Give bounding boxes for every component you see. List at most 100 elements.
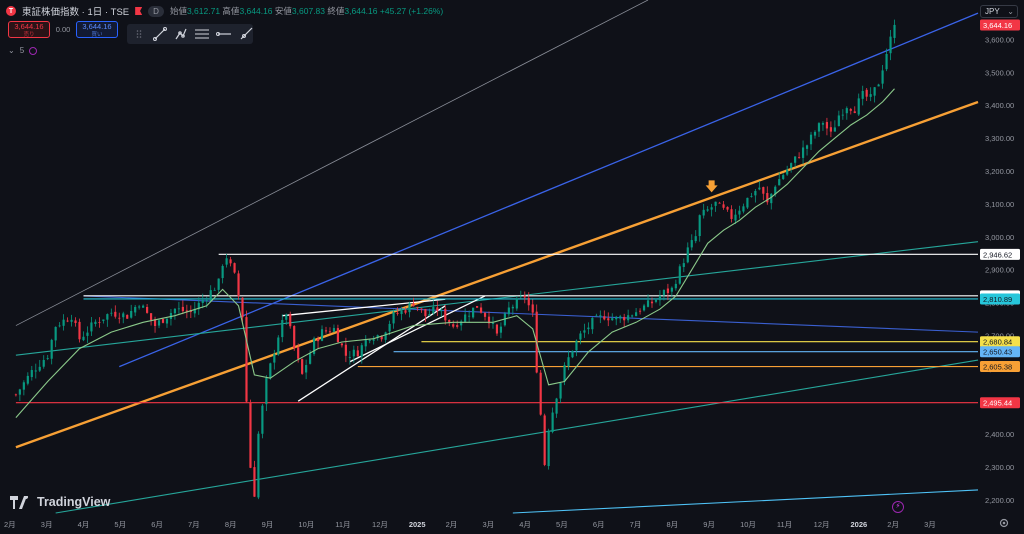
candle-body: [257, 433, 260, 498]
symbol-header: T 東証株価指数 · 1日 · TSE D 始値3,612.71 高値3,644…: [6, 4, 443, 18]
candle-body: [555, 398, 558, 414]
candle-body: [619, 316, 622, 319]
candle-body: [277, 337, 280, 355]
close-value: 3,644.16: [344, 6, 378, 16]
candle-body: [778, 179, 781, 186]
candle-body: [734, 214, 737, 221]
candle-body: [829, 127, 832, 132]
candle-body: [817, 123, 821, 132]
candle-body: [420, 308, 423, 310]
candle-body: [662, 289, 666, 296]
trend-line-8: [349, 295, 486, 363]
candle-body: [551, 412, 554, 433]
horizontal-ray-icon[interactable]: [216, 26, 232, 42]
candles-layer: [14, 19, 896, 500]
candle-body: [352, 349, 355, 357]
candle-body: [650, 301, 654, 304]
level-label: 2,605.38: [983, 363, 1012, 372]
interval-pill[interactable]: D: [148, 5, 164, 17]
candle-body: [722, 204, 725, 208]
candle-body: [360, 345, 363, 357]
candle-body: [694, 236, 697, 242]
x-tick-label: 2月: [887, 520, 899, 529]
flag-icon[interactable]: [135, 7, 143, 15]
currency-select[interactable]: JPY ⌄: [980, 5, 1018, 18]
settings-gear-icon[interactable]: [998, 517, 1010, 529]
candle-body: [440, 309, 443, 312]
buy-button[interactable]: 3,644.16 買い: [76, 21, 118, 38]
candle-body: [368, 339, 371, 341]
candle-body: [213, 289, 216, 291]
x-tick-label: 2月: [446, 520, 458, 529]
candle-body: [146, 306, 149, 313]
candle-body: [90, 322, 93, 332]
candle-body: [674, 283, 677, 289]
ray-icon[interactable]: [238, 26, 253, 42]
candle-body: [448, 319, 451, 323]
candle-body: [380, 336, 383, 340]
candle-body: [436, 307, 439, 311]
level-label: 2,495.44: [983, 399, 1012, 408]
candle-body: [122, 313, 125, 318]
candle-body: [861, 90, 864, 99]
candle-body: [193, 308, 196, 314]
candle-body: [384, 332, 387, 340]
candle-body: [86, 332, 89, 336]
candle-body: [38, 366, 41, 371]
lightning-icon[interactable]: ⚡: [892, 501, 904, 513]
candle-body: [285, 314, 288, 320]
candle-body: [197, 302, 200, 310]
candle-body: [305, 365, 308, 373]
symbol-title[interactable]: 東証株価指数 · 1日 · TSE: [22, 7, 130, 18]
candle-body: [631, 315, 634, 317]
candle-body: [396, 312, 399, 314]
candle-body: [798, 157, 801, 159]
candle-body: [730, 209, 733, 219]
candle-body: [782, 175, 785, 179]
y-tick-label: 2,300.00: [985, 463, 1014, 472]
x-tick-label: 9月: [703, 520, 715, 529]
change-value: +45.27 (+1.26%): [379, 6, 444, 16]
trade-panel: 3,644.16 売り 0.00 3,644.16 買い: [8, 21, 118, 38]
high-value: 3,644.16: [239, 6, 273, 16]
candle-body: [702, 209, 705, 216]
candle-body: [364, 340, 367, 347]
candle-body: [591, 317, 594, 330]
candle-body: [766, 192, 769, 203]
candle-body: [511, 306, 514, 309]
y-tick-label: 3,200.00: [985, 167, 1014, 176]
candle-body: [301, 359, 304, 374]
candle-body: [873, 87, 876, 96]
trend-line-9: [282, 298, 446, 317]
candle-body: [400, 310, 403, 315]
candle-body: [424, 309, 427, 317]
drawing-layer: [15, 0, 979, 514]
candle-body: [813, 131, 817, 136]
level-label: 2,946.62: [983, 250, 1012, 259]
candle-body: [118, 317, 121, 319]
trend-line-icon[interactable]: [153, 26, 168, 42]
indicator-toggle[interactable]: ⌄ 5: [8, 46, 38, 55]
x-tick-label: 3月: [924, 520, 936, 529]
candle-body: [762, 187, 765, 194]
candle-body: [269, 363, 272, 379]
candle-body: [889, 36, 892, 54]
candle-body: [623, 316, 626, 321]
candle-body: [539, 372, 542, 415]
chevron-down-icon[interactable]: ⌄: [8, 46, 15, 55]
drag-handle-icon[interactable]: [132, 26, 147, 42]
candle-body: [177, 308, 180, 310]
polyline-icon[interactable]: [174, 26, 189, 42]
sell-label: 売り: [23, 32, 35, 38]
trend-line-6: [15, 0, 649, 326]
candle-body: [483, 312, 487, 317]
candle-body: [825, 122, 829, 129]
x-tick-label: 2月: [4, 520, 16, 529]
candle-body: [416, 306, 419, 308]
arrow-down-icon: [705, 180, 718, 193]
sell-button[interactable]: 3,644.16 売り: [8, 21, 50, 38]
parallel-channel-icon[interactable]: [194, 26, 210, 42]
candle-body: [475, 306, 479, 308]
candle-body: [34, 370, 37, 372]
